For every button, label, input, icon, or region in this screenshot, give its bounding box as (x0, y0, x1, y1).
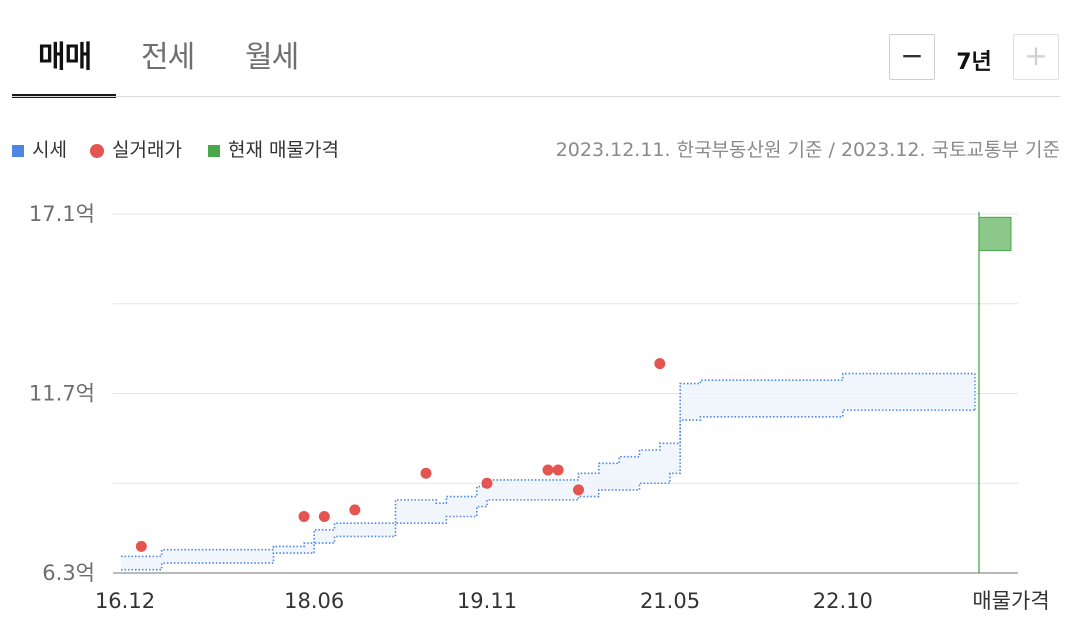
data-source-note: 2023.12.11. 한국부동산원 기준 / 2023.12. 국토교통부 기… (555, 139, 1060, 161)
transaction-point (654, 358, 666, 370)
legend-item-market-price: 시세 (12, 135, 67, 162)
tab-monthly-rent[interactable]: 월세 (245, 40, 299, 75)
current-listing-range (978, 216, 1012, 252)
legend-label-market-price: 시세 (32, 139, 67, 161)
legend-label-transaction: 실거래가 (112, 139, 182, 161)
x-tick-label: 21.05 (640, 589, 700, 613)
market-price-upper-line (121, 372, 975, 558)
y-tick-label: 11.7억 (29, 382, 95, 406)
transaction-point (318, 510, 330, 522)
period-stepper: − 7년 + (889, 34, 1060, 82)
x-tick-label: 16.12 (95, 589, 155, 613)
transaction-point (481, 477, 493, 489)
transaction-point (573, 484, 584, 496)
y-tick-label: 6.3억 (42, 561, 95, 585)
transaction-point (349, 504, 361, 516)
legend-item-transaction: 실거래가 (90, 135, 182, 162)
transaction-point (135, 540, 147, 552)
tab-sale[interactable]: 매매 (38, 40, 92, 75)
legend-swatch-market-price (12, 144, 24, 157)
transaction-point (420, 467, 432, 479)
legend-swatch-listing (208, 144, 220, 157)
tabs-divider (12, 96, 1060, 97)
transaction-point (552, 464, 564, 476)
period-increase-button[interactable]: + (1013, 34, 1059, 80)
x-tick-label: 22.10 (813, 589, 873, 613)
y-tick-label: 17.1억 (29, 202, 95, 226)
legend-swatch-transaction (90, 143, 104, 158)
transaction-point (298, 510, 310, 522)
tab-jeonse[interactable]: 전세 (141, 40, 195, 75)
x-tick-label: 19.11 (457, 589, 517, 613)
legend-label-listing: 현재 매물가격 (228, 139, 339, 161)
transaction-point (542, 464, 554, 476)
period-decrease-button[interactable]: − (889, 34, 935, 80)
period-value: 7년 (956, 50, 992, 75)
trade-type-tabs: 매매 전세 월세 (12, 24, 1060, 98)
x-tick-label: 18.06 (284, 589, 344, 613)
market-price-lower-line (121, 409, 975, 571)
legend-item-listing: 현재 매물가격 (208, 135, 339, 162)
x-tick-label: 매물가격 (972, 589, 1049, 613)
